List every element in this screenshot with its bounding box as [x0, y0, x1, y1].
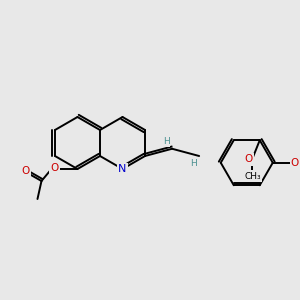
Text: O: O [244, 154, 253, 164]
Text: O: O [291, 158, 299, 168]
Text: O: O [21, 166, 30, 176]
Text: O: O [50, 163, 59, 173]
Text: O: O [248, 171, 256, 181]
Text: CH₃: CH₃ [244, 172, 261, 181]
Text: O: O [244, 155, 253, 165]
Text: N: N [118, 164, 127, 174]
Text: H: H [163, 137, 170, 146]
Text: H: H [190, 158, 196, 167]
